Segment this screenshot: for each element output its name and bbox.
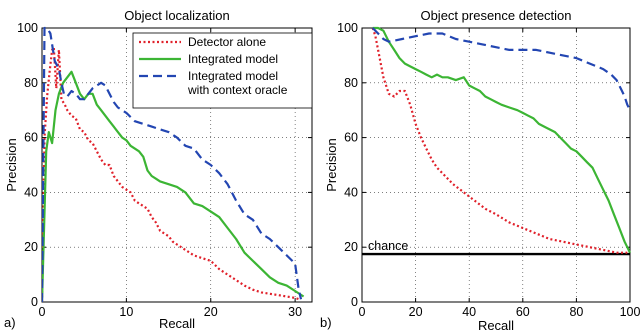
- chance-label: chance: [368, 239, 408, 253]
- x-tick-label: 20: [204, 305, 218, 319]
- x-tick-label: 30: [288, 305, 302, 319]
- legend-entry-2: Integrated model: [188, 52, 278, 66]
- y-tick-label: 60: [344, 131, 358, 145]
- legend-entry-line: Detector alone: [188, 35, 266, 49]
- y-tick-label: 80: [344, 76, 358, 90]
- legend-entry-3: Integrated model with context oracle: [187, 69, 288, 97]
- series-line-1: [371, 27, 628, 254]
- x-tick-label: 40: [462, 305, 476, 319]
- y-tick-label: 60: [24, 131, 38, 145]
- series-line-2: [42, 70, 305, 302]
- legend-entry-line: Integrated model: [188, 52, 278, 66]
- legend-entry-line: Integrated model: [188, 69, 278, 83]
- y-axis-label: Precision: [4, 138, 19, 191]
- x-tick-label: 10: [119, 305, 133, 319]
- x-tick-label: 60: [516, 305, 530, 319]
- panel-label: b): [320, 315, 332, 330]
- x-tick-label: 100: [620, 305, 640, 319]
- legend-box: [132, 32, 313, 109]
- y-tick-label: 0: [31, 295, 38, 309]
- y-tick-label: 40: [24, 185, 38, 199]
- chart-title: Object presence detection: [420, 8, 571, 23]
- chart-panel-1: 0 10 20 30 0 20 40 60 80 100 Object localization Re…: [4, 8, 313, 331]
- axes-frame: [361, 27, 631, 303]
- x-tick-label: 0: [39, 305, 46, 319]
- chart-panel-2: 0 20 40 60 80 100 0 20 40 60 80 100 Object presence …: [320, 8, 640, 333]
- y-tick-label: 0: [351, 295, 358, 309]
- axes-frame: [41, 27, 313, 303]
- series-line-3: [371, 27, 631, 111]
- y-tick-label: 100: [17, 21, 38, 35]
- y-tick-label: 80: [24, 76, 38, 90]
- series-line-2: [372, 26, 631, 254]
- y-tick-label: 100: [337, 21, 358, 35]
- legend-entry-1: Detector alone: [188, 35, 266, 49]
- legend-entry-line: with context oracle: [187, 83, 288, 97]
- panel-label: a): [4, 315, 16, 330]
- series-line-3: [42, 26, 303, 302]
- x-tick-label: 80: [569, 305, 583, 319]
- x-tick-label: 20: [409, 305, 423, 319]
- chart-title: Object localization: [124, 8, 230, 23]
- x-tick-label: 0: [359, 305, 366, 319]
- x-axis-label: Recall: [159, 316, 195, 331]
- y-axis-label: Precision: [324, 138, 339, 191]
- y-tick-label: 40: [344, 185, 358, 199]
- y-tick-label: 20: [24, 240, 38, 254]
- x-axis-label: Recall: [478, 318, 514, 333]
- y-tick-label: 20: [344, 240, 358, 254]
